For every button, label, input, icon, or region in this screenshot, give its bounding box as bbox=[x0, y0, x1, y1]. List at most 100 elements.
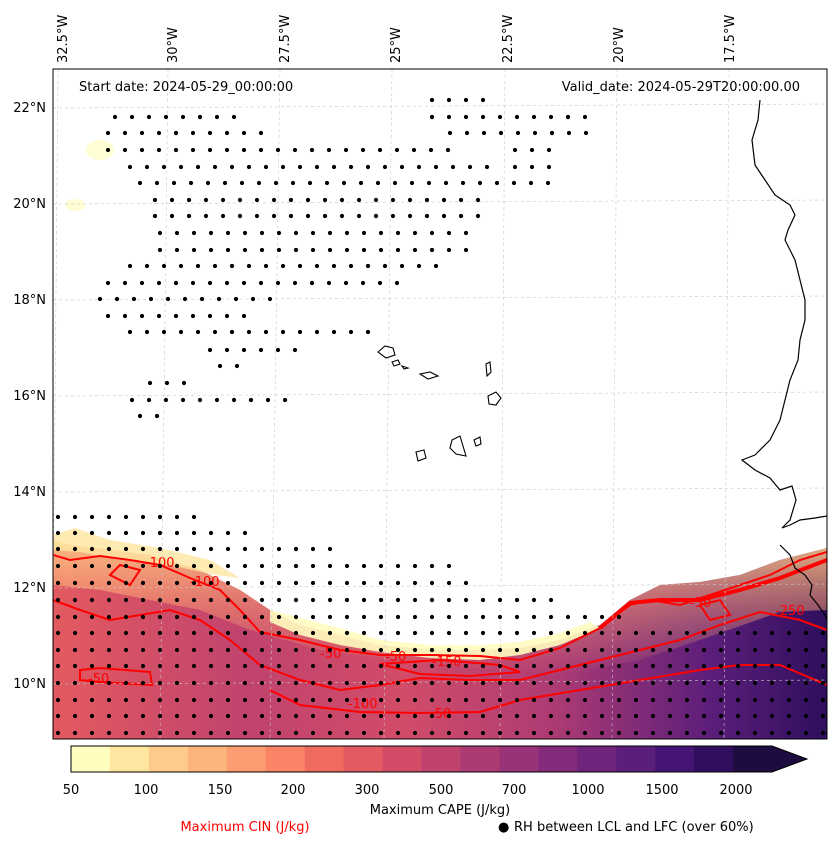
rh-dot bbox=[127, 263, 133, 269]
rh-dot bbox=[365, 263, 371, 269]
rh-dot bbox=[735, 663, 741, 669]
colorbar-swatch bbox=[187, 746, 228, 772]
rh-dot bbox=[225, 597, 231, 603]
rh-dot bbox=[484, 164, 490, 170]
colorbar-swatch bbox=[304, 746, 345, 772]
valid-date-label: Valid_date: 2024-05-29T20:00:00.00 bbox=[562, 80, 800, 95]
rh-dot bbox=[89, 563, 95, 569]
rh-dot bbox=[412, 697, 418, 703]
rh-dot bbox=[480, 614, 486, 620]
rh-dot bbox=[242, 663, 248, 669]
rh-dot bbox=[327, 647, 333, 653]
rh-dot bbox=[426, 180, 432, 186]
rh-dot bbox=[820, 647, 826, 653]
rh-dot bbox=[514, 114, 520, 120]
map-content: -100 -100 -50 -50 -50 -150 -100 -50 -250… bbox=[53, 69, 827, 739]
lon-label: 25°W bbox=[389, 27, 404, 63]
rh-dot bbox=[123, 680, 129, 686]
rh-dot bbox=[344, 697, 350, 703]
colorbar-tick: 200 bbox=[281, 783, 306, 798]
rh-dot bbox=[475, 213, 481, 219]
rh-dot bbox=[463, 580, 469, 586]
cin-contour-inner bbox=[53, 599, 827, 692]
rh-dot bbox=[276, 230, 282, 236]
rh-dot bbox=[667, 713, 673, 719]
rh-dot bbox=[412, 630, 418, 636]
rh-dot bbox=[72, 697, 78, 703]
rh-dot bbox=[174, 713, 180, 719]
rh-dot bbox=[72, 614, 78, 620]
rh-dot bbox=[565, 663, 571, 669]
rh-dot bbox=[480, 114, 486, 120]
rh-dot bbox=[72, 597, 78, 603]
rh-dot bbox=[208, 680, 214, 686]
rh-dot bbox=[458, 197, 464, 203]
rh-dot bbox=[735, 730, 741, 736]
rh-dot bbox=[545, 180, 551, 186]
rh-dot bbox=[378, 663, 384, 669]
rh-dot bbox=[343, 280, 349, 286]
rh-dot bbox=[599, 647, 605, 653]
rh-dot bbox=[106, 680, 112, 686]
africa-coastline-south bbox=[779, 544, 827, 621]
rh-dot bbox=[548, 614, 554, 620]
rh-dot bbox=[174, 680, 180, 686]
rh-dot bbox=[241, 147, 247, 153]
rh-dot bbox=[616, 663, 622, 669]
rh-dot bbox=[157, 630, 163, 636]
africa-coastline bbox=[740, 99, 827, 529]
rh-dot bbox=[546, 164, 552, 170]
rh-dot bbox=[546, 147, 552, 153]
rh-dot bbox=[123, 730, 129, 736]
rh-dot bbox=[89, 514, 95, 520]
rh-dot bbox=[263, 263, 269, 269]
rh-dot bbox=[365, 164, 371, 170]
colorbar-swatch bbox=[655, 746, 695, 772]
rh-dot bbox=[310, 630, 316, 636]
rh-dot bbox=[208, 597, 214, 603]
rh-dot bbox=[224, 280, 230, 286]
rh-dot bbox=[181, 380, 187, 386]
rh-dot bbox=[463, 697, 469, 703]
rh-dot bbox=[195, 329, 201, 335]
rh-dot bbox=[140, 697, 146, 703]
rh-dot bbox=[477, 180, 483, 186]
rh-dot bbox=[208, 730, 214, 736]
rh-dot bbox=[139, 280, 145, 286]
rh-dot bbox=[140, 580, 146, 586]
rh-dot bbox=[361, 563, 367, 569]
rh-dot bbox=[174, 514, 180, 520]
rh-dot bbox=[480, 663, 486, 669]
rh-dot bbox=[446, 630, 452, 636]
rh-dot bbox=[531, 614, 537, 620]
rh-dot bbox=[242, 230, 248, 236]
colorbar-swatch bbox=[694, 746, 734, 772]
cape-verde-islands bbox=[377, 345, 502, 462]
rh-dot bbox=[433, 263, 439, 269]
rh-dot bbox=[327, 630, 333, 636]
rh-dot bbox=[392, 180, 398, 186]
rh-dot bbox=[327, 546, 333, 552]
rh-dot bbox=[327, 680, 333, 686]
rh-dot bbox=[163, 397, 169, 403]
rh-dot bbox=[650, 647, 656, 653]
rh-dot bbox=[531, 630, 537, 636]
rh-dot bbox=[416, 263, 422, 269]
rh-dot bbox=[293, 730, 299, 736]
rh-dot bbox=[191, 563, 197, 569]
rh-dot bbox=[365, 329, 371, 335]
rh-dot bbox=[225, 563, 231, 569]
rh-dot bbox=[305, 213, 311, 219]
rh-dot bbox=[327, 597, 333, 603]
rh-dot bbox=[399, 164, 405, 170]
rh-dot bbox=[514, 697, 520, 703]
rh-dot bbox=[331, 164, 337, 170]
rh-dot bbox=[140, 663, 146, 669]
rh-dot bbox=[89, 680, 95, 686]
colorbar-swatch bbox=[148, 746, 189, 772]
rh-dot bbox=[390, 213, 396, 219]
island bbox=[449, 435, 467, 457]
cin-contour-south bbox=[269, 664, 827, 715]
rh-dot bbox=[616, 713, 622, 719]
rh-dot bbox=[310, 663, 316, 669]
